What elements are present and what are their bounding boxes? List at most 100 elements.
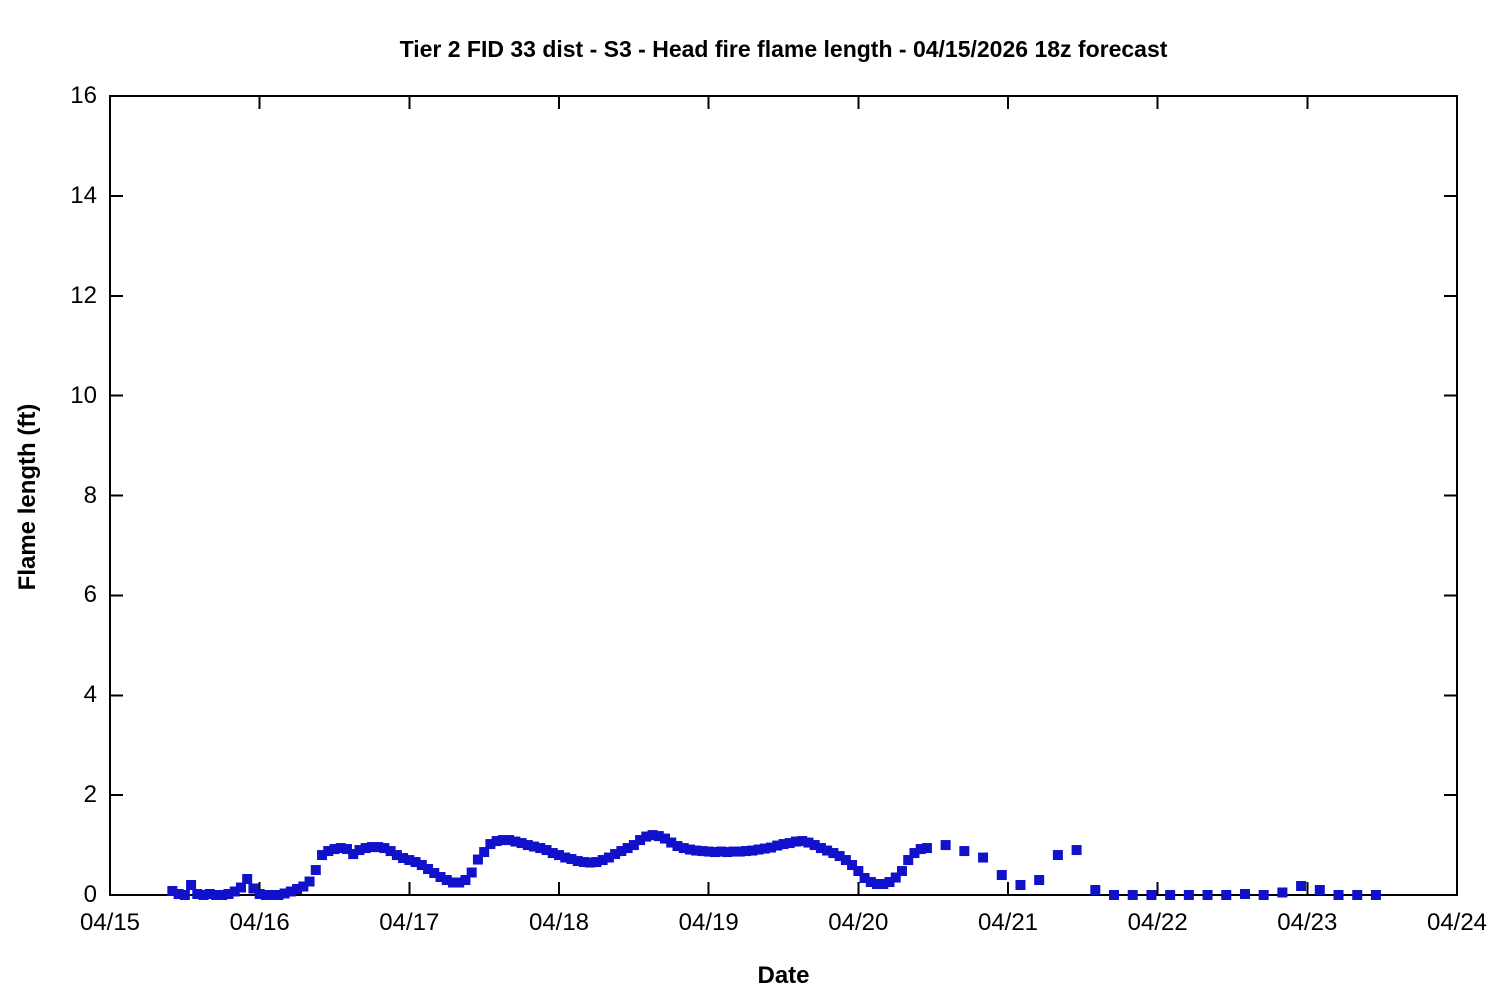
data-point [1146, 890, 1157, 900]
x-tick-label: 04/20 [828, 909, 889, 936]
data-point [747, 845, 758, 856]
data-point [541, 845, 552, 856]
chart-title: Tier 2 FID 33 dist - S3 - Head fire flam… [399, 36, 1168, 62]
x-axis-label: Date [757, 962, 810, 989]
data-point [186, 880, 197, 891]
x-tick-label: 04/18 [528, 909, 590, 936]
x-tick-label: 04/24 [1426, 909, 1488, 936]
data-point [959, 846, 970, 857]
data-point [996, 870, 1007, 881]
data-point [890, 872, 901, 883]
data-point [1127, 890, 1138, 900]
data-point [298, 881, 309, 892]
data-point [323, 846, 334, 857]
data-point [192, 889, 203, 900]
data-point [641, 831, 652, 842]
data-point [728, 846, 739, 857]
data-point [603, 852, 614, 863]
data-point [398, 853, 409, 864]
data-point [784, 838, 795, 849]
data-point [279, 888, 290, 899]
data-point [341, 844, 352, 855]
data-point [1109, 890, 1120, 900]
y-tick-label: 12 [70, 281, 97, 309]
data-point [790, 836, 801, 847]
data-point [815, 843, 826, 854]
data-point [766, 842, 777, 853]
data-point [647, 830, 658, 841]
data-point [173, 889, 184, 900]
data-point [915, 844, 926, 855]
data-point [1333, 890, 1344, 900]
x-tick-label: 04/19 [678, 909, 739, 936]
data-point [242, 874, 253, 885]
data-point [878, 879, 889, 890]
data-point [423, 864, 434, 875]
data-point [978, 852, 989, 863]
data-point [822, 845, 833, 856]
data-point [472, 854, 483, 865]
data-point [896, 866, 907, 877]
data-point [198, 890, 209, 900]
data-point [1277, 887, 1288, 898]
data-point [660, 833, 671, 844]
data-point [672, 841, 683, 852]
data-point [1296, 881, 1307, 892]
data-point [1352, 890, 1363, 900]
data-point [653, 831, 664, 842]
y-tick-label: 4 [83, 681, 97, 709]
data-point [1183, 890, 1194, 900]
data-point [678, 843, 689, 854]
data-point [441, 875, 452, 886]
data-point [167, 886, 178, 897]
data-point [628, 840, 639, 851]
data-point [179, 890, 190, 900]
data-point [921, 843, 932, 854]
data-point [329, 844, 340, 855]
data-point [491, 836, 502, 847]
data-point [466, 867, 477, 878]
data-point [635, 835, 646, 846]
data-point [260, 890, 271, 900]
data-point [366, 842, 377, 853]
x-tick-label: 04/17 [379, 909, 440, 936]
data-point [797, 836, 808, 847]
data-point [585, 857, 596, 868]
data-point [1258, 890, 1269, 900]
y-tick-label: 6 [83, 581, 97, 609]
data-point [429, 868, 440, 879]
plot-border [109, 95, 1458, 896]
data-point [803, 837, 814, 848]
data-point [385, 846, 396, 857]
data-point [847, 860, 858, 871]
data-point [853, 866, 864, 877]
data-point [1090, 885, 1101, 896]
data-point [940, 840, 951, 851]
data-point [709, 847, 720, 858]
data-point [335, 843, 346, 854]
data-point [1221, 890, 1232, 900]
x-tick-label: 04/23 [1277, 909, 1338, 936]
x-tick-label: 04/22 [1127, 909, 1188, 936]
data-point [1052, 850, 1063, 861]
data-point [903, 855, 914, 866]
data-point [597, 855, 608, 866]
data-point [516, 838, 527, 849]
y-tick-label: 10 [70, 381, 97, 409]
data-point [772, 840, 783, 851]
data-point [859, 873, 870, 884]
data-point [248, 883, 259, 894]
data-point [435, 872, 446, 883]
data-point [722, 847, 733, 858]
data-point [354, 845, 365, 856]
data-point [828, 848, 839, 859]
data-point [273, 890, 284, 900]
data-point [578, 857, 589, 868]
y-tick-label: 2 [83, 781, 97, 809]
data-point [529, 841, 540, 852]
data-point [360, 843, 371, 854]
data-point [235, 882, 246, 893]
data-point [684, 844, 695, 855]
data-point [840, 855, 851, 866]
data-point [1071, 845, 1082, 856]
